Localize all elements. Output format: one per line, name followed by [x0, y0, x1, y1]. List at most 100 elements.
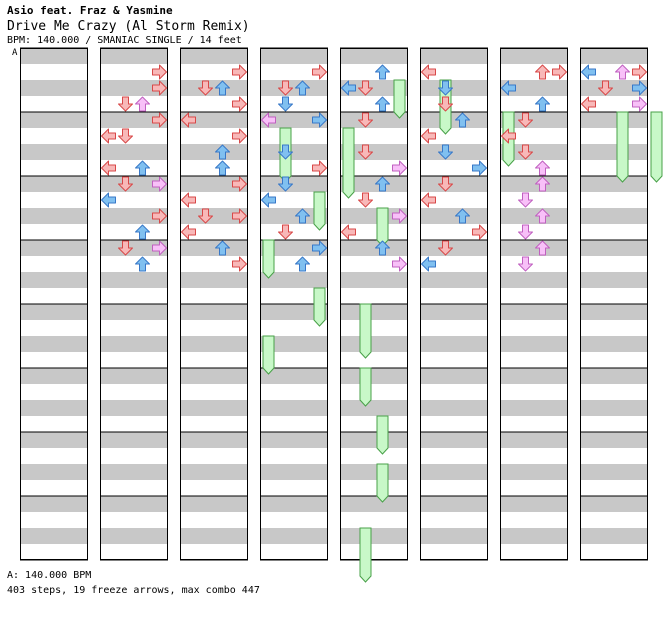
measure-stripe	[260, 240, 328, 256]
measure-stripe	[340, 384, 408, 400]
measure-stripe	[100, 192, 168, 208]
measure-stripe	[420, 432, 488, 448]
section-marker: A	[12, 48, 18, 58]
measure-stripe	[420, 64, 488, 80]
step-arrow-down	[118, 176, 133, 192]
measure-stripe	[100, 400, 168, 416]
measure-stripe	[260, 64, 328, 80]
measure-stripe	[420, 480, 488, 496]
step-arrow-left	[101, 160, 116, 176]
measure-stripe	[500, 176, 568, 192]
freeze-arrow	[313, 287, 326, 327]
measure-stripe	[420, 528, 488, 544]
step-arrow-up	[215, 160, 230, 176]
step-arrow-down	[278, 144, 293, 160]
measure-stripe	[180, 80, 248, 96]
measure-stripe	[500, 448, 568, 464]
step-arrow-left	[581, 96, 596, 112]
step-arrow-right	[312, 160, 327, 176]
artist-line: Asio feat. Fraz & Yasmine	[7, 4, 173, 17]
step-stats: 403 steps, 19 freeze arrows, max combo 4…	[7, 585, 260, 596]
measure-stripe	[20, 320, 88, 336]
step-arrow-up	[135, 224, 150, 240]
measure-stripe	[500, 416, 568, 432]
measure-stripe	[420, 176, 488, 192]
measure-stripe	[340, 176, 408, 192]
measure-stripe	[20, 240, 88, 256]
measure-stripe	[580, 176, 648, 192]
step-arrow-up	[375, 176, 390, 192]
measure-stripe	[340, 192, 408, 208]
step-arrow-up	[455, 208, 470, 224]
measure-stripe	[340, 288, 408, 304]
column-frame	[500, 48, 568, 560]
measure-stripe	[340, 496, 408, 512]
measure-stripe	[420, 352, 488, 368]
step-arrow-down	[438, 240, 453, 256]
measure-stripe	[340, 96, 408, 112]
measure-stripe	[20, 368, 88, 384]
measure-stripe	[340, 336, 408, 352]
measure-stripe	[580, 432, 648, 448]
step-arrow-left	[261, 112, 276, 128]
measure-stripe	[580, 256, 648, 272]
measure-stripe	[20, 528, 88, 544]
step-arrow-left	[421, 192, 436, 208]
measure-stripe	[500, 128, 568, 144]
measure-stripe	[500, 464, 568, 480]
freeze-arrow	[342, 127, 355, 199]
step-arrow-right	[232, 64, 247, 80]
measure-stripe	[100, 448, 168, 464]
measure-stripe	[420, 96, 488, 112]
step-arrow-right	[232, 176, 247, 192]
measure-stripe	[340, 272, 408, 288]
measure-stripe	[100, 368, 168, 384]
measure-stripe	[260, 544, 328, 560]
step-arrow-down	[518, 144, 533, 160]
step-arrow-down	[278, 176, 293, 192]
song-title: Drive Me Crazy (Al Storm Remix)	[7, 19, 250, 34]
step-arrow-up	[295, 208, 310, 224]
measure-stripe	[580, 64, 648, 80]
measure-stripe	[500, 48, 568, 64]
measure-stripe	[420, 464, 488, 480]
step-arrow-down	[278, 224, 293, 240]
freeze-arrow	[262, 335, 275, 375]
measure-stripe	[420, 208, 488, 224]
measure-stripe	[260, 192, 328, 208]
measure-stripe	[420, 448, 488, 464]
measure-stripe	[420, 48, 488, 64]
step-arrow-right	[472, 160, 487, 176]
freeze-arrow	[616, 111, 629, 183]
step-arrow-right	[552, 64, 567, 80]
measure-stripe	[180, 512, 248, 528]
measure-stripe	[180, 96, 248, 112]
measure-stripe	[340, 224, 408, 240]
step-arrow-down	[598, 80, 613, 96]
step-arrow-up	[535, 208, 550, 224]
step-arrow-down	[198, 80, 213, 96]
measure-stripe	[260, 448, 328, 464]
measure-stripe	[500, 208, 568, 224]
step-arrow-right	[392, 160, 407, 176]
freeze-arrow	[393, 79, 406, 119]
step-arrow-left	[181, 224, 196, 240]
measure-stripe	[100, 128, 168, 144]
measure-stripe	[180, 208, 248, 224]
freeze-arrow	[359, 367, 372, 407]
step-arrow-down	[358, 112, 373, 128]
measure-stripe	[580, 416, 648, 432]
step-arrow-down	[358, 80, 373, 96]
step-arrow-right	[232, 128, 247, 144]
step-arrow-down	[278, 96, 293, 112]
step-arrow-right	[232, 256, 247, 272]
measure-stripe	[500, 272, 568, 288]
measure-stripe	[340, 112, 408, 128]
step-arrow-up	[455, 112, 470, 128]
measure-stripe	[180, 448, 248, 464]
measure-stripe	[20, 128, 88, 144]
step-arrow-up	[295, 256, 310, 272]
step-arrow-left	[101, 192, 116, 208]
measure-stripe	[20, 64, 88, 80]
